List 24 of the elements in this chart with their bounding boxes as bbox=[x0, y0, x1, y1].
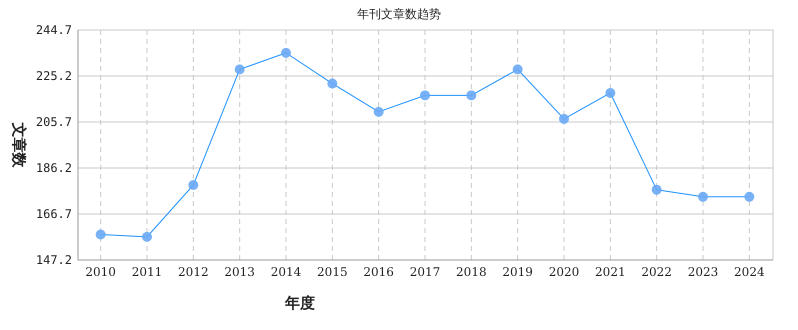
x-tick-label: 2012 bbox=[178, 265, 209, 279]
x-tick-label: 2022 bbox=[641, 265, 672, 279]
y-tick-label: 166.7 bbox=[36, 207, 72, 221]
y-tick-label: 205.7 bbox=[36, 115, 72, 129]
x-tick-label: 2021 bbox=[595, 265, 626, 279]
chart-title: 年刊文章数趋势 bbox=[357, 7, 441, 21]
x-axis-title: 年度 bbox=[284, 294, 315, 312]
y-tick-label: 225.2 bbox=[36, 69, 72, 83]
x-tick-label: 2018 bbox=[456, 265, 487, 279]
x-tick-label: 2019 bbox=[502, 265, 533, 279]
x-tick-label: 2016 bbox=[363, 265, 394, 279]
y-tick-label: 244.7 bbox=[36, 23, 72, 37]
y-axis-title: 文章数 bbox=[10, 122, 28, 168]
y-tick-label: 186.2 bbox=[36, 161, 72, 175]
x-tick-label: 2020 bbox=[548, 265, 580, 279]
x-tick-label: 2010 bbox=[85, 265, 116, 279]
x-tick-label: 2015 bbox=[317, 265, 348, 279]
x-tick-label: 2024 bbox=[734, 265, 765, 279]
x-tick-label: 2017 bbox=[410, 265, 440, 279]
x-tick-label: 2023 bbox=[688, 265, 718, 279]
x-tick-label: 2011 bbox=[132, 265, 162, 279]
y-tick-label: 147.2 bbox=[36, 253, 72, 267]
x-tick-label: 2014 bbox=[270, 265, 302, 279]
x-tick-label: 2013 bbox=[224, 265, 255, 279]
